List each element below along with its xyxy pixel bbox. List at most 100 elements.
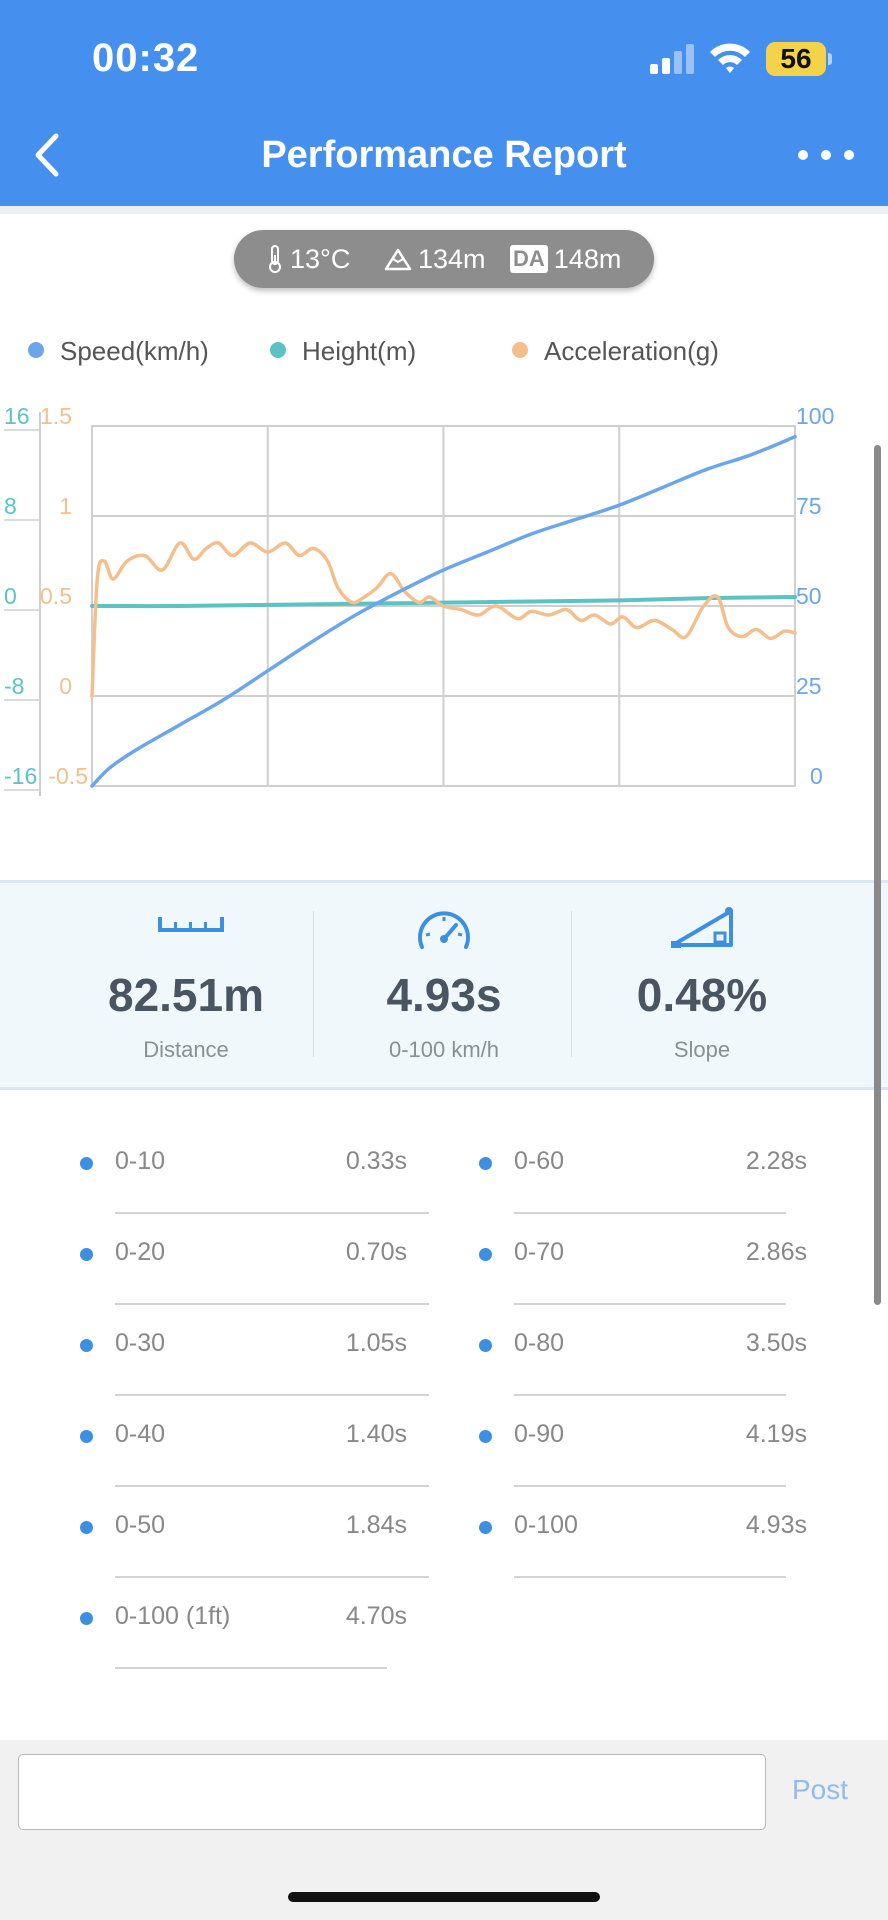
speed-tick-label: 50: [796, 583, 822, 609]
split-divider: [115, 1576, 429, 1578]
split-bullet: [479, 1248, 492, 1261]
split-0-60: 0-60 2.28s: [479, 1123, 807, 1214]
split-bullet: [80, 1157, 93, 1170]
more-options-icon[interactable]: [798, 146, 854, 164]
split-0-40: 0-40 1.40s: [80, 1396, 429, 1487]
series-line-height: [90, 595, 797, 609]
split-divider: [514, 1485, 786, 1487]
speed-tick-label: 25: [796, 673, 822, 699]
legend-label-height: Height(m): [302, 336, 417, 366]
distance-label: Distance: [143, 1037, 229, 1062]
speed-tick-label: 75: [796, 493, 822, 519]
split-bullet: [479, 1339, 492, 1352]
speed-tick-label: 100: [796, 403, 834, 429]
home-indicator: [288, 1892, 600, 1902]
height-tick-label: 8: [4, 493, 17, 519]
mountain-icon: [384, 248, 412, 271]
split-range: 0-100: [514, 1511, 578, 1539]
split-0-80: 0-80 3.50s: [479, 1305, 807, 1396]
split-range: 0-100 (1ft): [115, 1602, 231, 1630]
split-0-70: 0-70 2.86s: [479, 1214, 807, 1305]
split-time: 1.05s: [345, 1329, 407, 1357]
stat-slope: 0.48% Slope: [573, 883, 831, 1087]
legend-speed[interactable]: Speed(km/h): [28, 336, 209, 367]
battery-cap: [828, 53, 832, 65]
acceleration-tick-label: 1.5: [40, 403, 72, 429]
density-altitude-item: DA 148m: [510, 230, 621, 288]
back-arrow-icon[interactable]: [28, 130, 68, 180]
legend-dot-acceleration: [512, 342, 528, 358]
split-0-100: 0-100 4.93s: [479, 1487, 807, 1578]
split-0-100-1ft: 0-100 (1ft) 4.70s: [80, 1578, 407, 1669]
comment-bar: Post: [0, 1740, 888, 1920]
split-divider: [514, 1576, 786, 1578]
split-range: 0-90: [514, 1420, 565, 1448]
header-divider: [0, 206, 888, 214]
split-bullet: [80, 1248, 93, 1261]
split-time: 2.28s: [745, 1147, 807, 1175]
speed-tick-label: 0: [810, 763, 823, 789]
stat-divider: [313, 911, 314, 1057]
acceleration-time-value: 4.93s: [386, 969, 502, 1021]
acceleration-tick-label: 0: [59, 673, 72, 699]
thermometer-icon: [269, 245, 281, 273]
legend-acceleration[interactable]: Acceleration(g): [512, 336, 719, 367]
ruler-icon: [158, 917, 224, 932]
split-range: 0-30: [115, 1329, 166, 1357]
split-divider: [115, 1394, 429, 1396]
series-line-speed: [90, 435, 797, 788]
split-range: 0-70: [514, 1238, 565, 1266]
slope-value: 0.48%: [636, 969, 768, 1021]
split-range: 0-40: [115, 1420, 166, 1448]
split-range: 0-10: [115, 1147, 166, 1175]
legend-label-speed: Speed(km/h): [60, 336, 209, 366]
split-time: 1.84s: [345, 1511, 407, 1539]
height-tick-label: 16: [4, 403, 30, 429]
acceleration-tick-label: 1: [59, 493, 72, 519]
split-0-30: 0-30 1.05s: [80, 1305, 429, 1396]
split-time: 4.93s: [745, 1511, 807, 1539]
split-divider: [115, 1667, 387, 1669]
split-bullet: [80, 1430, 93, 1443]
slope-label: Slope: [673, 1037, 731, 1062]
split-time: 0.33s: [345, 1147, 407, 1175]
app-header: 00:32 56 Performance Report: [0, 0, 888, 206]
legend-dot-height: [270, 342, 286, 358]
height-tick-label: -8: [4, 673, 24, 699]
scrollbar[interactable]: [874, 445, 881, 1305]
legend-height[interactable]: Height(m): [270, 336, 416, 367]
split-divider: [115, 1212, 429, 1214]
da-badge: DA: [510, 245, 548, 273]
slope-icon: [671, 907, 733, 948]
summary-stats: 82.51m Distance 4.93s 0-100 km/h 0.48% S…: [0, 880, 888, 1090]
split-bullet: [479, 1157, 492, 1170]
height-tick-label: 0: [4, 583, 17, 609]
page-title: Performance Report: [261, 134, 627, 176]
temperature-value: 13°C: [290, 244, 351, 274]
battery-level: 56: [766, 42, 826, 76]
split-0-50: 0-50 1.84s: [80, 1487, 429, 1578]
split-0-90: 0-90 4.19s: [479, 1396, 807, 1487]
post-button[interactable]: Post: [792, 1774, 849, 1805]
height-tick-label: -16: [4, 763, 37, 789]
split-range: 0-80: [514, 1329, 565, 1357]
altitude-value: 134m: [418, 244, 486, 274]
split-range: 0-50: [115, 1511, 166, 1539]
stat-acceleration-time: 4.93s 0-100 km/h: [315, 883, 573, 1087]
split-bullet: [80, 1612, 93, 1625]
cellular-signal-icon: [650, 44, 694, 74]
split-0-20: 0-20 0.70s: [80, 1214, 429, 1305]
stat-distance: 82.51m Distance: [57, 883, 315, 1087]
acceleration-tick-label: 0.5: [40, 583, 72, 609]
altitude-item: 134m: [384, 230, 486, 288]
performance-chart: 16 8 0 -8 -16 1.5 1 0.5 0 -0.5 100 75 50 25 0: [4, 403, 834, 796]
comment-input[interactable]: [18, 1754, 766, 1830]
split-bullet: [80, 1339, 93, 1352]
split-time: 4.70s: [345, 1602, 407, 1630]
series-line-acceleration: [90, 541, 797, 698]
density-altitude-value: 148m: [553, 244, 622, 274]
split-divider: [514, 1394, 786, 1396]
temperature-item: 13°C: [268, 230, 350, 288]
wifi-icon: [710, 43, 750, 73]
split-0-10: 0-10 0.33s: [80, 1123, 429, 1214]
